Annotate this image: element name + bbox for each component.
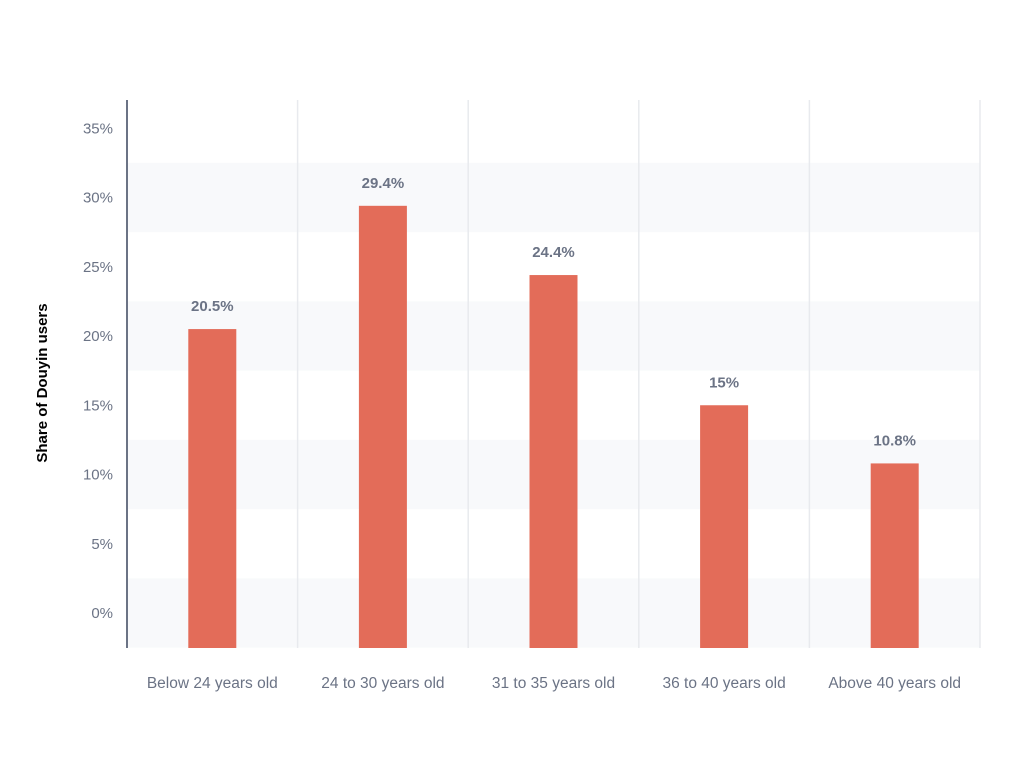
data-label: 15% [709,374,739,391]
data-label: 24.4% [532,244,575,261]
data-label: 20.5% [191,298,234,315]
x-tick-label: Above 40 years old [828,675,961,692]
x-tick-label: 24 to 30 years old [321,675,444,692]
y-tick-label: 10% [83,467,113,484]
y-tick-label: 30% [83,190,113,207]
bar [188,329,237,648]
y-tick-label: 5% [91,536,113,553]
x-tick-label: 31 to 35 years old [492,675,615,692]
y-tick-label: 0% [91,605,113,622]
data-labels: 20.5% 29.4% 24.4% 15% 10.8% [191,175,916,450]
y-axis-label: Share of Douyin users [34,303,51,462]
bar [870,463,919,648]
x-tick-labels: Below 24 years old 24 to 30 years old 31 t… [147,675,961,692]
bar [358,205,407,648]
vertical-gridlines [296,100,981,648]
bars [188,205,919,648]
y-tick-label: 25% [83,259,113,276]
y-tick-label: 15% [83,397,113,414]
y-tick-label: 20% [83,328,113,345]
bar [529,275,578,648]
bar [700,405,749,648]
data-label: 29.4% [362,175,405,192]
y-tick-labels: 0% 5% 10% 15% 20% 25% 30% 35% [83,120,113,622]
y-tick-label: 35% [83,120,113,137]
grid-band [127,162,980,233]
x-tick-label: 36 to 40 years old [662,675,785,692]
x-tick-label: Below 24 years old [147,675,278,692]
data-label: 10.8% [873,432,916,449]
